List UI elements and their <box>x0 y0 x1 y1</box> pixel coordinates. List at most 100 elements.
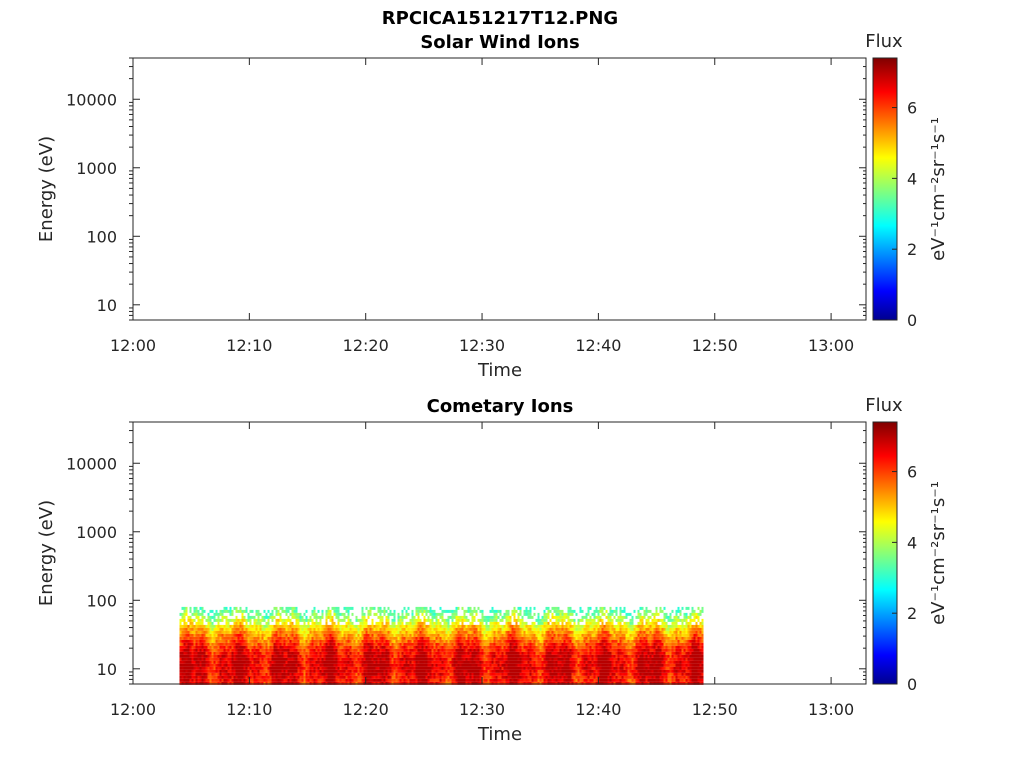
spectrogram-cell <box>501 654 504 658</box>
spectrogram-cell <box>569 636 572 640</box>
spectrogram-cell <box>369 672 372 676</box>
spectrogram-cell <box>567 630 570 634</box>
spectrogram-cell <box>293 636 296 640</box>
spectrogram-cell <box>251 657 254 661</box>
spectrogram-cell <box>329 612 332 616</box>
spectrogram-cell <box>411 666 414 670</box>
spectrogram-cell <box>249 609 252 613</box>
spectrogram-cell <box>247 663 250 667</box>
spectrogram-cell <box>227 636 230 640</box>
spectrogram-cell <box>281 660 284 664</box>
spectrogram-cell <box>421 657 424 661</box>
spectrogram-cell <box>433 627 436 631</box>
spectrogram-cell <box>191 636 194 640</box>
spectrogram-cell <box>373 675 376 679</box>
spectrogram-cell <box>475 636 478 640</box>
spectrogram-cell <box>301 669 304 673</box>
spectrogram-cell <box>285 645 288 649</box>
spectrogram-cell <box>361 657 364 661</box>
spectrogram-cell <box>519 669 522 673</box>
spectrogram-cell <box>291 612 294 616</box>
spectrogram-cell <box>189 648 192 652</box>
spectrogram-cell <box>347 675 350 679</box>
spectrogram-cell <box>539 630 542 634</box>
spectrogram-cell <box>347 630 350 634</box>
spectrogram-cell <box>489 624 492 628</box>
spectrogram-cell <box>307 639 310 643</box>
spectrogram-cell <box>279 633 282 637</box>
spectrogram-cell <box>405 645 408 649</box>
spectrogram-cell <box>263 648 266 652</box>
spectrogram-cell <box>261 639 264 643</box>
spectrogram-cell <box>181 642 184 646</box>
spectrogram-cell <box>409 666 412 670</box>
spectrogram-cell <box>351 648 354 652</box>
spectrogram-cell <box>421 636 424 640</box>
spectrogram-cell <box>479 636 482 640</box>
spectrogram-cell <box>225 672 228 676</box>
spectrogram-cell <box>181 660 184 664</box>
spectrogram-cell <box>363 615 366 619</box>
figure-title: RPCICA151217T12.PNG <box>382 8 618 29</box>
spectrogram-cell <box>315 618 318 622</box>
spectrogram-cell <box>291 627 294 631</box>
spectrogram-cell <box>183 615 186 619</box>
spectrogram-cell <box>279 645 282 649</box>
spectrogram-cell <box>481 663 484 667</box>
spectrogram-cell <box>321 660 324 664</box>
spectrogram-cell <box>249 654 252 658</box>
spectrogram-cell <box>397 678 400 682</box>
spectrogram-cell <box>323 660 326 664</box>
spectrogram-cell <box>343 645 346 649</box>
spectrogram-cell <box>261 615 264 619</box>
spectrogram-cell <box>215 681 218 685</box>
spectrogram-cell <box>521 651 524 655</box>
spectrogram-cell <box>399 660 402 664</box>
spectrogram-cell <box>467 654 470 658</box>
spectrogram-cell <box>317 615 320 619</box>
spectrogram-cell <box>569 624 572 628</box>
spectrogram-cell <box>403 678 406 682</box>
spectrogram-cell <box>549 642 552 646</box>
spectrogram-cell <box>387 612 390 616</box>
spectrogram-cell <box>303 612 306 616</box>
spectrogram-cell <box>383 666 386 670</box>
spectrogram-cell <box>351 657 354 661</box>
spectrogram-cell <box>437 648 440 652</box>
spectrogram-cell <box>251 669 254 673</box>
spectrogram-cell <box>451 672 454 676</box>
spectrogram-cell <box>277 666 280 670</box>
spectrogram-cell <box>473 657 476 661</box>
spectrogram-cell <box>507 612 510 616</box>
spectrogram-cell <box>279 624 282 628</box>
spectrogram-cell <box>469 651 472 655</box>
spectrogram-cell <box>201 618 204 622</box>
spectrogram-cell <box>315 627 318 631</box>
spectrogram-cell <box>279 660 282 664</box>
spectrogram-cell <box>395 651 398 655</box>
spectrogram-cell <box>299 651 302 655</box>
spectrogram-cell <box>365 657 368 661</box>
spectrogram-cell <box>291 672 294 676</box>
spectrogram-cell <box>445 645 448 649</box>
spectrogram-cell <box>259 627 262 631</box>
spectrogram-cell <box>239 648 242 652</box>
spectrogram-cell <box>179 618 182 622</box>
spectrogram-cell <box>191 645 194 649</box>
spectrogram-cell <box>475 657 478 661</box>
spectrogram-cell <box>213 657 216 661</box>
spectrogram-cell <box>381 666 384 670</box>
spectrogram-cell <box>479 675 482 679</box>
spectrogram-cell <box>287 639 290 643</box>
spectrogram-cell <box>369 624 372 628</box>
spectrogram-cell <box>317 666 320 670</box>
spectrogram-cell <box>387 666 390 670</box>
spectrogram-cell <box>277 675 280 679</box>
spectrogram-cell <box>371 636 374 640</box>
spectrogram-cell <box>469 612 472 616</box>
spectrogram-cell <box>491 654 494 658</box>
spectrogram-cell <box>505 630 508 634</box>
spectrogram-cell <box>587 660 590 664</box>
spectrogram-cell <box>393 681 396 685</box>
spectrogram-cell <box>251 678 254 682</box>
